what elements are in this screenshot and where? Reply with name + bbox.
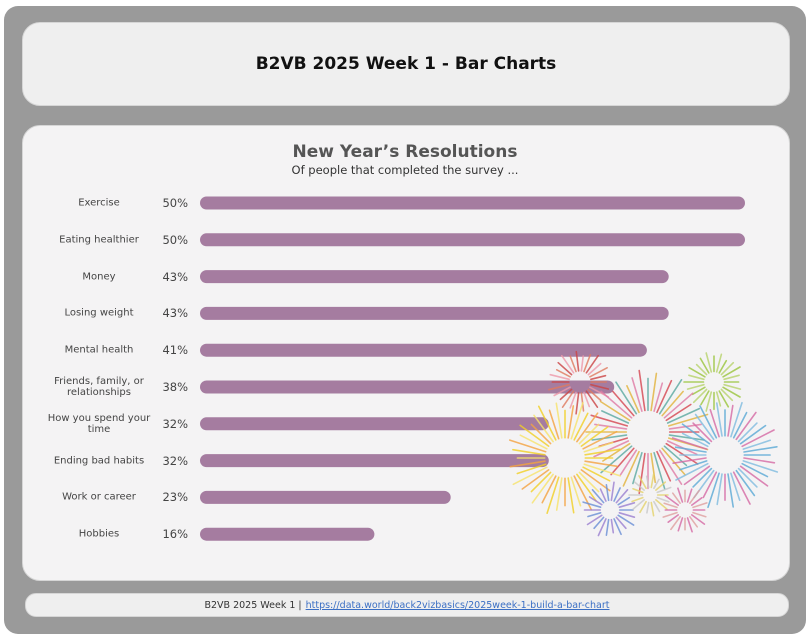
bar-5[interactable] [200, 380, 615, 394]
footer: B2VB 2025 Week 1 | https://data.world/ba… [25, 593, 789, 617]
dashboard-header: B2VB 2025 Week 1 - Bar Charts [22, 22, 790, 106]
bar-6[interactable] [200, 417, 549, 431]
bar-0[interactable] [200, 196, 745, 210]
category-label: Losing weight [64, 307, 134, 319]
category-label: Money [82, 271, 116, 283]
category-label: Exercise [78, 197, 120, 209]
category-label: Hobbies [78, 528, 120, 540]
value-label: 32% [162, 416, 188, 431]
bar-1[interactable] [200, 233, 745, 247]
bar-4[interactable] [200, 343, 647, 357]
category-label: Mental health [64, 344, 134, 356]
bar-8[interactable] [200, 490, 451, 504]
category-label: Work or career [62, 491, 136, 503]
value-label: 38% [162, 380, 188, 394]
fireworks-icon [508, 350, 779, 537]
category-label: Ending bad habits [53, 455, 145, 467]
value-label: 50% [162, 232, 188, 247]
category-label: How you spend your time [47, 412, 151, 435]
bar-3[interactable] [200, 306, 669, 320]
value-label: 23% [162, 490, 188, 505]
dashboard-title: B2VB 2025 Week 1 - Bar Charts [255, 54, 557, 74]
value-label: 32% [162, 453, 188, 468]
value-label: 41% [162, 343, 188, 358]
footer-prefix: B2VB 2025 Week 1 | [204, 599, 302, 611]
value-label: 43% [162, 306, 188, 321]
category-label: Friends, family, or relationships [54, 376, 144, 398]
value-label: 43% [162, 269, 188, 284]
value-label: 50% [162, 196, 188, 210]
bar-9[interactable] [200, 527, 375, 541]
value-label: 16% [162, 527, 188, 542]
category-label: Eating healthier [59, 234, 139, 246]
source-link[interactable]: https://data.world/back2vizbasics/2025we… [305, 599, 610, 611]
chart-title: New Year’s Resolutions [292, 142, 518, 162]
bar-2[interactable] [200, 270, 669, 284]
bar-7[interactable] [200, 454, 549, 468]
chart-subtitle: Of people that completed the survey ... [291, 163, 519, 177]
